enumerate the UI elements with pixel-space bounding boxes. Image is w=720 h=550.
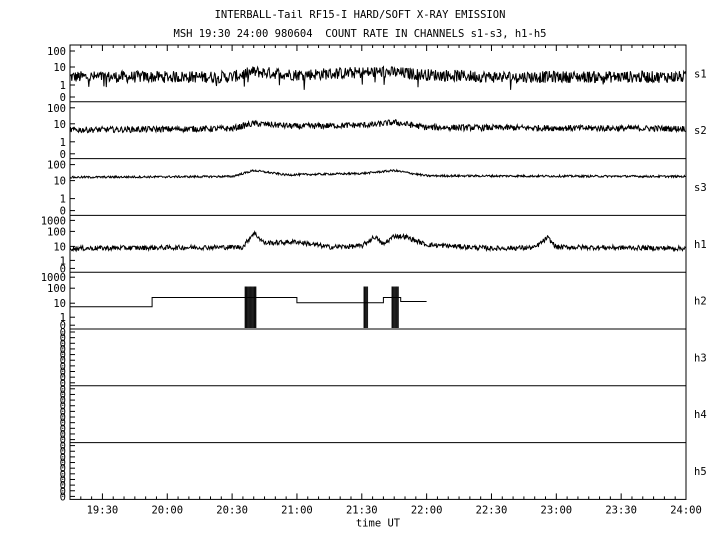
y-tick-label-h5: 0 bbox=[60, 441, 66, 453]
y-tick-label-s1: 10 bbox=[53, 62, 66, 74]
y-tick-label-h2: 10 bbox=[53, 298, 66, 310]
y-tick-label-h4: 0 bbox=[60, 429, 66, 441]
y-tick-label-h2: 1000 bbox=[41, 272, 66, 284]
y-tick-label-s2: 10 bbox=[53, 119, 66, 131]
y-tick-label-h4: 0 bbox=[60, 384, 66, 396]
y-tick-label-h4: 0 bbox=[60, 401, 66, 413]
x-tick-label: 22:30 bbox=[476, 504, 508, 516]
y-tick-label-h4: 0 bbox=[60, 412, 66, 424]
y-tick-label-s1: 0 bbox=[60, 92, 66, 104]
y-tick-label-h2: 1 bbox=[60, 312, 66, 324]
y-tick-label-s1: 1 bbox=[60, 80, 66, 92]
y-tick-label-h3: 0 bbox=[60, 333, 66, 345]
y-tick-label-h5: 0 bbox=[60, 486, 66, 498]
y-tick-label-s3: 10 bbox=[53, 176, 66, 188]
y-tick-label-h1: 0 bbox=[60, 263, 66, 275]
y-tick-label-h1: 10 bbox=[53, 241, 66, 253]
y-tick-label-s2: 100 bbox=[47, 103, 66, 115]
y-tick-label-h4: 0 bbox=[60, 435, 66, 447]
x-tick-label: 21:30 bbox=[346, 504, 378, 516]
x-tick-label: 19:30 bbox=[87, 504, 119, 516]
y-tick-label-s2: 1 bbox=[60, 137, 66, 149]
x-tick-label: 20:30 bbox=[216, 504, 248, 516]
y-tick-label-h1: 100 bbox=[47, 226, 66, 238]
series-line-s1 bbox=[69, 65, 686, 90]
x-tick-label: 20:00 bbox=[151, 504, 183, 516]
panel-label-s1: s1 bbox=[694, 68, 707, 80]
y-tick-label-s1: 100 bbox=[47, 46, 66, 58]
y-tick-label-h2: 100 bbox=[47, 283, 66, 295]
y-tick-label-h5: 0 bbox=[60, 446, 66, 458]
y-tick-label-h5: 0 bbox=[60, 469, 66, 481]
y-tick-label-h5: 0 bbox=[60, 474, 66, 486]
series-line-s3 bbox=[69, 168, 686, 180]
y-tick-label-s2: 0 bbox=[60, 149, 66, 161]
y-tick-label-h3: 0 bbox=[60, 350, 66, 362]
y-tick-label-h5: 0 bbox=[60, 463, 66, 475]
y-tick-label-h4: 0 bbox=[60, 389, 66, 401]
series-line-h1 bbox=[69, 230, 686, 253]
y-tick-label-h3: 0 bbox=[60, 355, 66, 367]
panel-label-s2: s2 bbox=[694, 125, 707, 137]
y-tick-label-h1: 1000 bbox=[41, 215, 66, 227]
y-tick-label-h3: 0 bbox=[60, 378, 66, 390]
y-tick-label-h3: 0 bbox=[60, 344, 66, 356]
x-tick-label: 23:00 bbox=[541, 504, 573, 516]
y-tick-label-h5: 0 bbox=[60, 452, 66, 464]
y-tick-label-h3: 0 bbox=[60, 361, 66, 373]
panel-label-h3: h3 bbox=[694, 352, 707, 364]
y-tick-label-h4: 0 bbox=[60, 418, 66, 430]
panel-label-s3: s3 bbox=[694, 182, 707, 194]
y-tick-label-h4: 0 bbox=[60, 423, 66, 435]
series-line-s2 bbox=[69, 118, 686, 134]
y-tick-label-h5: 0 bbox=[60, 458, 66, 470]
panel-label-h5: h5 bbox=[694, 466, 707, 478]
x-tick-label: 22:00 bbox=[411, 504, 443, 516]
y-tick-label-h3: 0 bbox=[60, 338, 66, 350]
y-tick-label-s3: 0 bbox=[60, 206, 66, 218]
y-tick-label-h3: 0 bbox=[60, 367, 66, 379]
y-tick-label-h5: 0 bbox=[60, 491, 66, 503]
chart-title: INTERBALL-Tail RF15-I HARD/SOFT X-RAY EM… bbox=[214, 9, 506, 21]
y-tick-label-h4: 0 bbox=[60, 395, 66, 407]
x-tick-label: 21:00 bbox=[281, 504, 313, 516]
x-tick-label: 23:30 bbox=[605, 504, 637, 516]
y-tick-label-h5: 0 bbox=[60, 480, 66, 492]
panel-label-h4: h4 bbox=[694, 409, 707, 421]
panel-label-h1: h1 bbox=[694, 239, 707, 251]
panel-label-h2: h2 bbox=[694, 296, 707, 308]
y-tick-label-s3: 1 bbox=[60, 194, 66, 206]
chart-subtitle: MSH 19:30 24:00 980604 COUNT RATE IN CHA… bbox=[173, 28, 547, 40]
x-axis-label: time UT bbox=[356, 517, 401, 529]
y-tick-label-h3: 0 bbox=[60, 372, 66, 384]
y-tick-label-h4: 0 bbox=[60, 406, 66, 418]
series-line-h2 bbox=[70, 297, 427, 308]
y-tick-label-h3: 0 bbox=[60, 327, 66, 339]
x-tick-label: 24:00 bbox=[670, 504, 702, 516]
y-tick-label-s3: 100 bbox=[47, 160, 66, 172]
y-tick-label-h1: 1 bbox=[60, 255, 66, 267]
y-tick-label-h2: 0 bbox=[60, 320, 66, 332]
